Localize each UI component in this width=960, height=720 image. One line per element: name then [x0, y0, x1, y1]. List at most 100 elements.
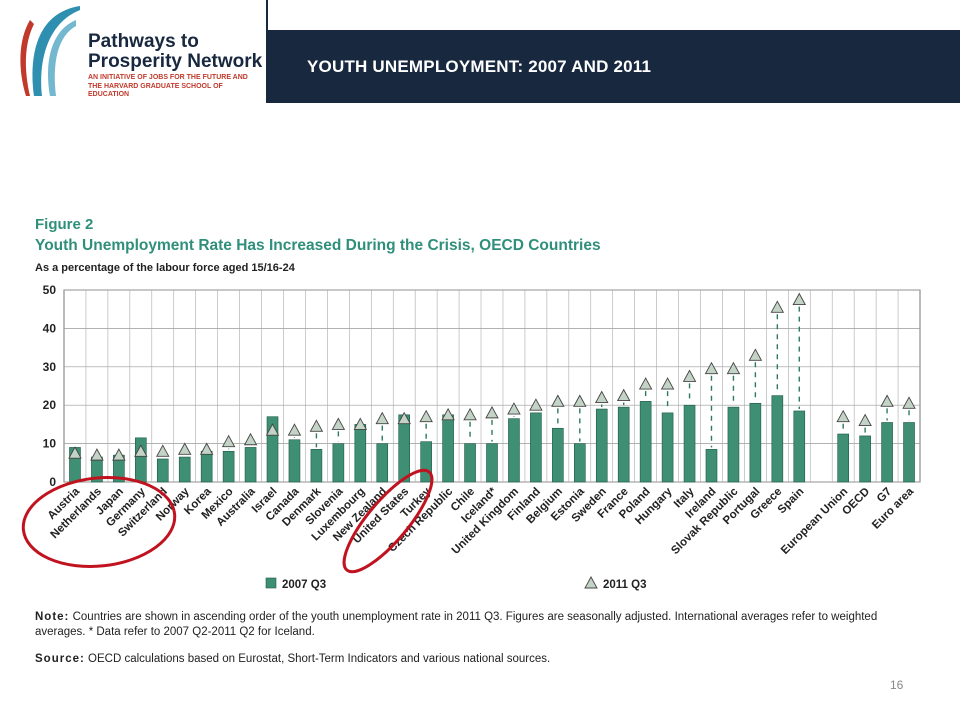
- bar-2007q3: [639, 401, 652, 483]
- marker-2011q3: [265, 423, 280, 436]
- bar-2007q3: [573, 443, 586, 483]
- bar-2007q3: [420, 441, 432, 483]
- figure-title: Youth Unemployment Rate Has Increased Du…: [35, 237, 601, 254]
- marker-2011q3: [112, 448, 126, 461]
- bar-2007q3: [376, 443, 389, 483]
- bar-2007q3: [727, 406, 740, 483]
- marker-2011q3: [507, 402, 521, 415]
- bar-2007q3: [793, 410, 806, 483]
- bar-2007q3: [464, 443, 476, 483]
- bar-2007q3: [837, 433, 849, 483]
- bar-2007q3: [222, 450, 235, 483]
- bar-2007q3: [244, 447, 257, 483]
- marker-2011q3: [902, 396, 916, 409]
- source-text: OECD calculations based on Eurostat, Sho…: [88, 653, 551, 665]
- figure-source: Source: OECD calculations based on Euros…: [35, 653, 915, 665]
- marker-2011q3: [594, 390, 609, 403]
- logo-subtitle: AN INITIATIVE OF JOBS FOR THE FUTURE AND…: [88, 74, 248, 98]
- marker-2011q3: [397, 411, 411, 425]
- bar-2007q3: [552, 427, 564, 483]
- marker-2011q3: [880, 394, 894, 407]
- marker-2011q3: [485, 405, 499, 419]
- bar-2007q3: [881, 422, 893, 483]
- legend-marker-2011q3: [584, 576, 598, 589]
- figure-note: Note: Countries are shown in ascending o…: [35, 610, 915, 640]
- logo-mark-icon: [20, 6, 80, 96]
- bar-2007q3: [288, 439, 301, 483]
- bar-2007q3: [266, 416, 279, 483]
- marker-2011q3: [529, 398, 543, 411]
- highlight-circle-low: [21, 476, 177, 568]
- marker-2011q3: [551, 394, 565, 407]
- bar-2007q3: [200, 450, 213, 483]
- bar-2007q3: [178, 456, 191, 483]
- marker-2011q3: [419, 409, 433, 423]
- bar-2007q3: [617, 406, 630, 483]
- logo-text-line1: Pathways to: [88, 31, 199, 52]
- bar-2007q3: [398, 414, 411, 483]
- bar-2007q3: [683, 404, 696, 483]
- y-tick-label: 20: [43, 398, 57, 412]
- marker-2011q3: [353, 417, 368, 430]
- bar-2007q3: [661, 412, 674, 483]
- marker-2011q3: [573, 394, 587, 407]
- x-tick-label: Euro area: [870, 485, 916, 531]
- figure-label: Figure 2: [35, 216, 94, 233]
- note-text: Countries are shown in ascending order o…: [35, 611, 878, 638]
- marker-2011q3: [287, 423, 302, 436]
- bar-2007q3: [156, 458, 169, 483]
- marker-2011q3: [858, 413, 872, 427]
- bar-2007q3: [595, 408, 608, 483]
- marker-2011q3: [68, 446, 82, 459]
- marker-2011q3: [134, 444, 148, 457]
- source-label: Source:: [35, 653, 85, 665]
- bar-2007q3: [705, 449, 718, 483]
- bar-2007q3: [310, 449, 323, 483]
- bar-2007q3: [771, 395, 784, 483]
- legend-swatch-2007q3: [265, 577, 277, 589]
- bar-2007q3: [442, 414, 454, 483]
- note-label: Note:: [35, 611, 70, 623]
- bar-2007q3: [749, 402, 762, 483]
- marker-2011q3: [221, 434, 236, 448]
- bar-2007q3: [508, 418, 520, 483]
- y-tick-label: 10: [43, 437, 57, 451]
- bar-2007q3: [530, 412, 542, 483]
- marker-2011q3: [309, 419, 324, 432]
- marker-2011q3: [836, 409, 850, 423]
- marker-2011q3: [463, 407, 477, 421]
- y-tick-label: 30: [43, 360, 57, 374]
- bar-2007q3: [486, 443, 498, 483]
- marker-2011q3: [616, 388, 631, 402]
- marker-2011q3: [638, 377, 653, 390]
- logo-text-line2: Prosperity Network: [88, 51, 263, 72]
- marker-2011q3: [748, 348, 763, 361]
- slide-title: YOUTH UNEMPLOYMENT: 2007 AND 2011: [307, 57, 652, 76]
- marker-2011q3: [199, 442, 214, 455]
- y-tick-label: 50: [43, 283, 57, 297]
- marker-2011q3: [243, 432, 258, 446]
- marker-2011q3: [441, 407, 455, 421]
- bar-2007q3: [903, 422, 915, 483]
- figure-subtitle: As a percentage of the labour force aged…: [35, 262, 295, 274]
- y-tick-label: 0: [49, 475, 56, 489]
- marker-2011q3: [660, 377, 675, 390]
- legend-label-2007q3: 2007 Q3: [282, 579, 326, 591]
- legend-label-2011q3: 2011 Q3: [603, 579, 646, 591]
- page-number: 16: [890, 678, 904, 692]
- marker-2011q3: [156, 444, 170, 457]
- bar-2007q3: [332, 443, 345, 483]
- logo: Pathways to Prosperity Network AN INITIA…: [0, 0, 268, 103]
- marker-2011q3: [682, 369, 697, 382]
- marker-2011q3: [90, 448, 104, 461]
- marker-2011q3: [792, 292, 807, 306]
- bar-2007q3: [859, 435, 871, 483]
- highlight-circle-us: [342, 468, 434, 574]
- marker-2011q3: [331, 417, 346, 430]
- y-tick-label: 40: [43, 321, 57, 335]
- marker-2011q3: [770, 300, 785, 313]
- marker-2011q3: [177, 442, 192, 455]
- bar-2007q3: [354, 424, 367, 483]
- marker-2011q3: [704, 361, 719, 375]
